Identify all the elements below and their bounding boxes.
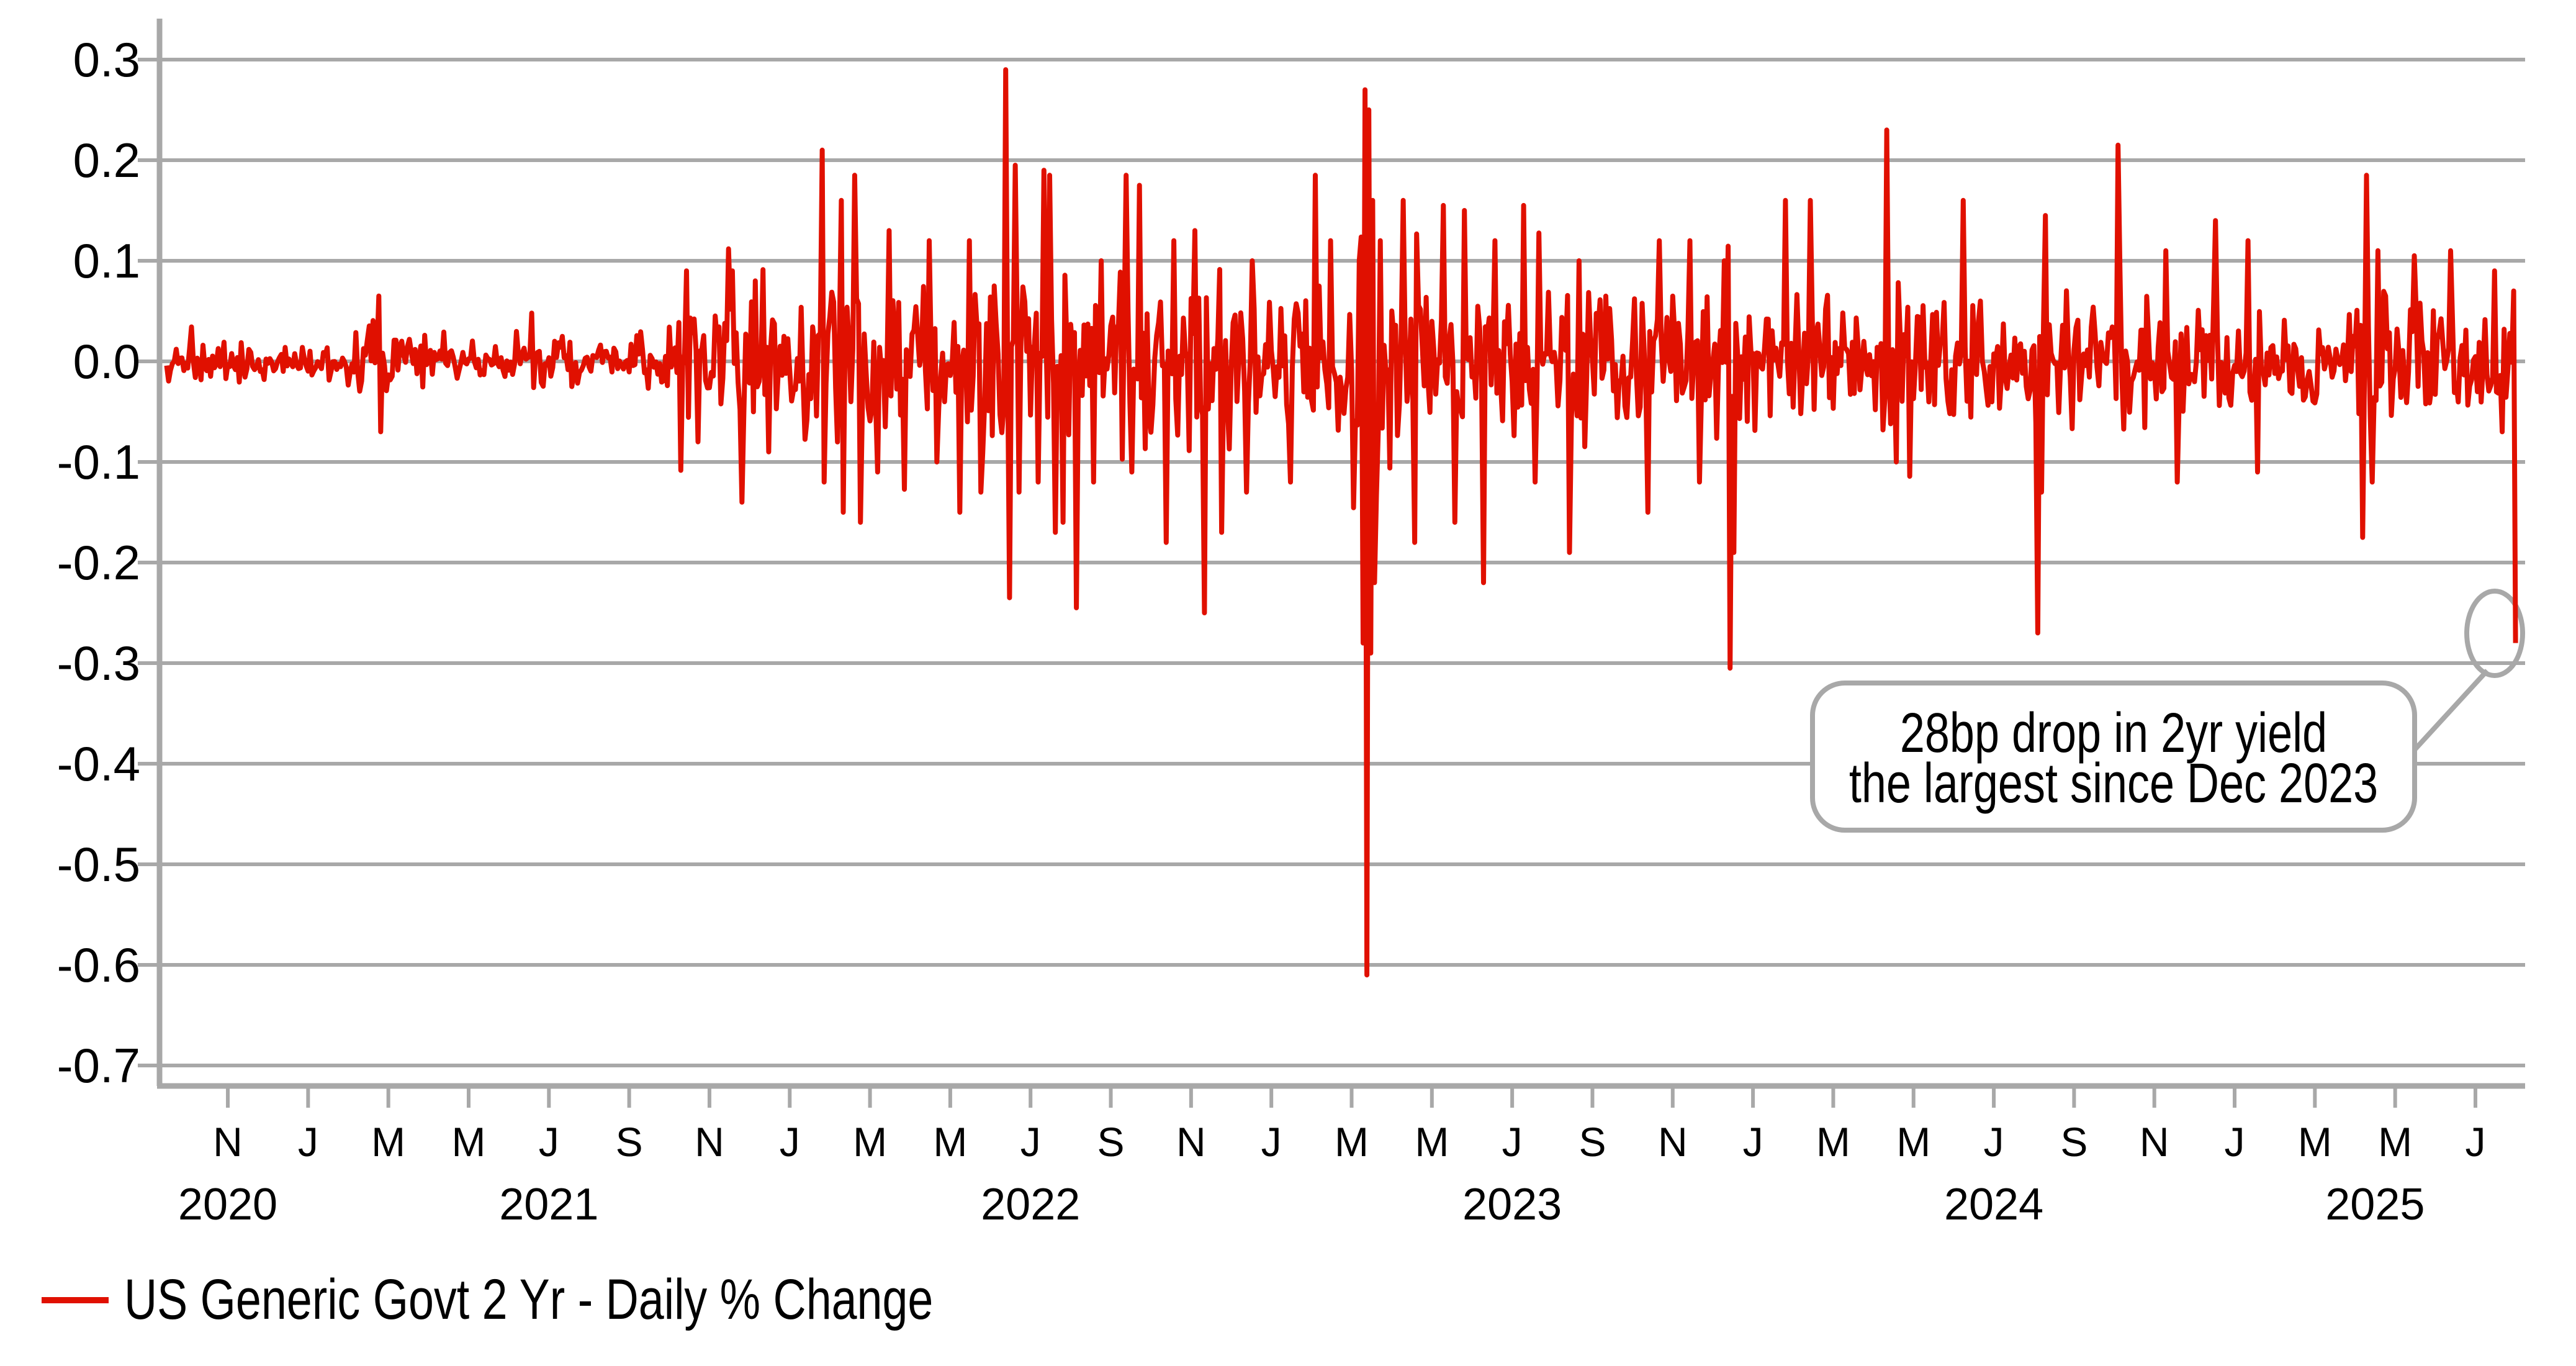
- x-axis-month-label: J: [2465, 1119, 2485, 1165]
- x-axis-year-label: 2025: [2325, 1180, 2425, 1229]
- x-axis-month-label: J: [539, 1119, 559, 1165]
- y-axis-tick-label: -0.4: [57, 736, 140, 791]
- x-axis-month-label: S: [1578, 1119, 1606, 1165]
- x-axis-month-label: S: [2060, 1119, 2087, 1165]
- x-axis-month-label: M: [933, 1119, 967, 1165]
- x-axis-month-label: N: [1176, 1119, 1206, 1165]
- y-axis-tick-label: 0.0: [73, 334, 140, 389]
- legend: US Generic Govt 2 Yr - Daily % Change: [42, 1267, 933, 1331]
- annotation-callout: 28bp drop in 2yr yield the largest since…: [1810, 589, 2525, 833]
- callout-line: [2410, 669, 2489, 755]
- y-axis-tick-label: -0.7: [57, 1038, 140, 1093]
- x-axis-month-label: J: [780, 1119, 800, 1165]
- x-axis-month-label: N: [2140, 1119, 2169, 1165]
- x-axis-month-label: M: [2378, 1119, 2412, 1165]
- x-axis-month-label: N: [695, 1119, 724, 1165]
- x-axis-year-label: 2023: [1462, 1180, 1562, 1229]
- annotation-text-line2: the largest since Dec 2023: [1849, 752, 2378, 814]
- callout-ellipse: [2464, 589, 2525, 678]
- x-axis-year-label: 2022: [981, 1180, 1080, 1229]
- y-axis-tick-label: -0.2: [57, 535, 140, 590]
- y-axis-tick-label: 0.3: [73, 32, 140, 87]
- x-axis-year-label: 2020: [178, 1180, 277, 1229]
- x-axis-month-label: M: [1415, 1119, 1449, 1165]
- x-axis-month-label: J: [2225, 1119, 2245, 1165]
- legend-label: US Generic Govt 2 Yr - Daily % Change: [124, 1267, 933, 1331]
- x-axis-year-label: 2024: [1944, 1180, 2043, 1229]
- x-axis-month-label: M: [1816, 1119, 1850, 1165]
- x-axis-month-label: S: [1097, 1119, 1125, 1165]
- x-axis-month-label: J: [1261, 1119, 1282, 1165]
- y-axis-tick-label: -0.1: [57, 435, 140, 489]
- series-line-us-govt-2yr: [164, 67, 2518, 978]
- series-layer: [164, 67, 2518, 978]
- x-axis-month-label: M: [2298, 1119, 2332, 1165]
- x-axis-year-label: 2021: [499, 1180, 598, 1229]
- x-axis-month-label: N: [213, 1119, 243, 1165]
- y-axis-tick-label: -0.6: [57, 938, 140, 992]
- grid-layer: 0.3 0.2 0.1 0.0 -0.1 -0.2 -0.3 -0.4 -0.5 -0.6 -0.7: [57, 32, 2525, 1093]
- x-axis-month-label: M: [1896, 1119, 1930, 1165]
- y-axis-tick-label: 0.1: [73, 233, 140, 288]
- x-axis-month-label: M: [853, 1119, 887, 1165]
- x-axis-month-label: M: [451, 1119, 485, 1165]
- x-axis-month-label: J: [1502, 1119, 1523, 1165]
- x-axis-month-label: M: [1335, 1119, 1369, 1165]
- x-axis-month-label: J: [1743, 1119, 1763, 1165]
- x-axis-month-label: N: [1658, 1119, 1688, 1165]
- y-axis-tick-label: -0.5: [57, 837, 140, 892]
- x-axis-month-label: J: [298, 1119, 318, 1165]
- x-axis-month-label: S: [616, 1119, 643, 1165]
- x-axis-month-label: M: [371, 1119, 405, 1165]
- annotation-text-line1: 28bp drop in 2yr yield: [1900, 702, 2327, 764]
- y-axis-tick-label: -0.3: [57, 636, 140, 690]
- x-axis-month-label: J: [1984, 1119, 2004, 1165]
- annotation-box: [1810, 681, 2417, 833]
- y-axis-tick-label: 0.2: [73, 133, 140, 188]
- x-axis-month-label: J: [1020, 1119, 1041, 1165]
